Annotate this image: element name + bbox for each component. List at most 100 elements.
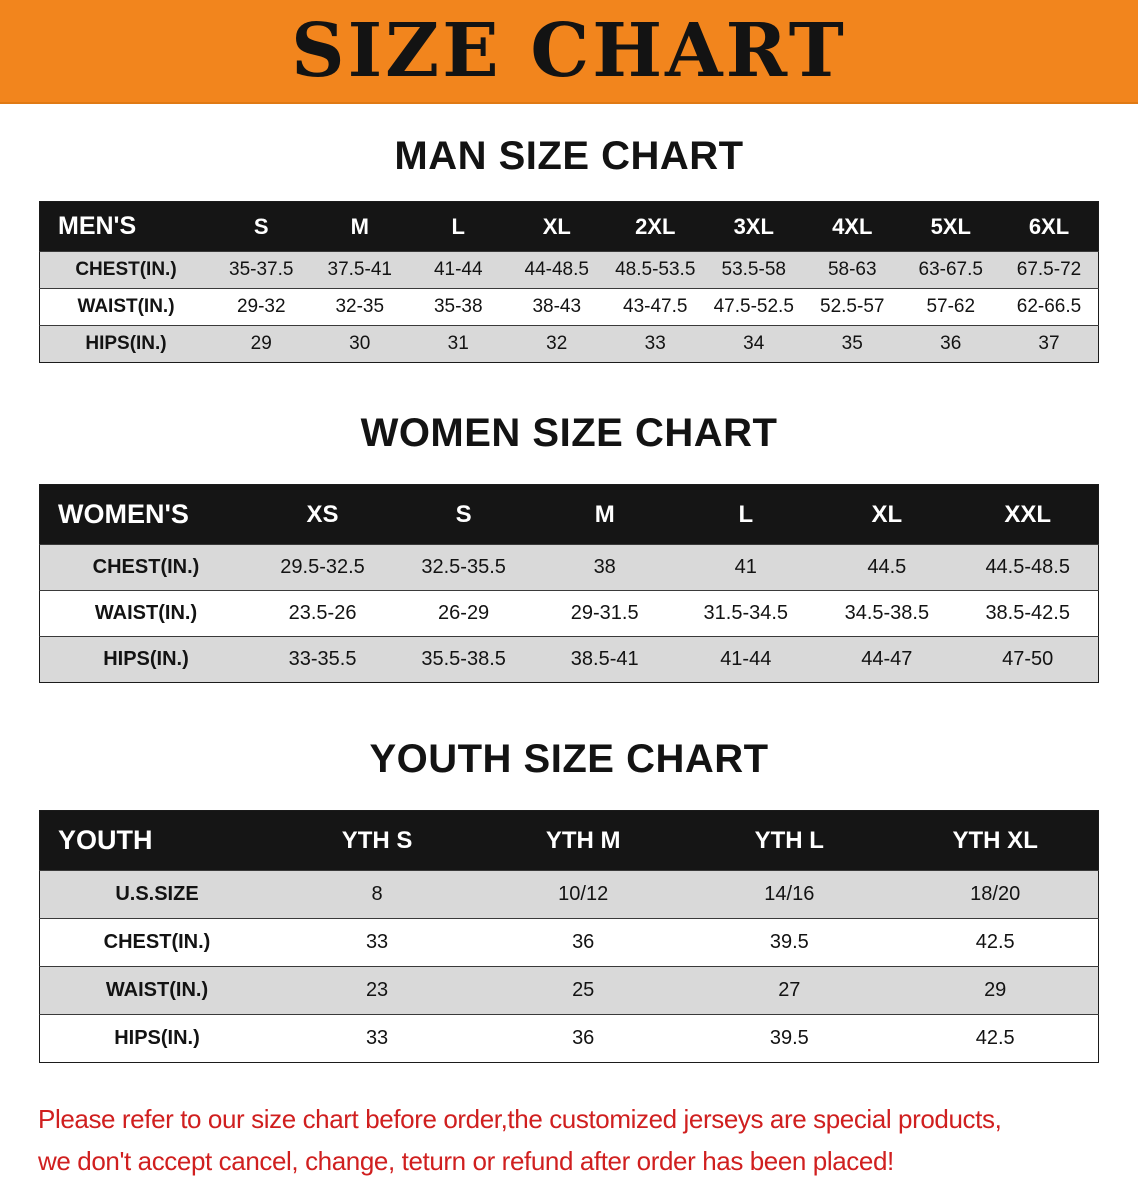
size-value-cell: 44.5-48.5 (985, 556, 1070, 578)
size-value-cell: 32.5-35.5 (421, 556, 506, 578)
size-value-cell: 32-35 (335, 296, 385, 317)
size-column-header: YTH L (686, 810, 893, 871)
size-value-cell: 18/20 (970, 883, 1021, 905)
size-value-cell: 53.5-58 (721, 259, 786, 280)
row-label: HIPS(IN.) (114, 1027, 200, 1049)
table-header-row: WOMEN'S XS S M L XL XXL (39, 484, 1099, 545)
size-column-header: YTH XL (892, 810, 1099, 871)
size-value-cell: 42.5 (975, 931, 1015, 953)
size-value-cell: 25 (572, 979, 595, 1001)
size-column-header: 5XL (901, 201, 1000, 252)
size-value-cell: 58-63 (827, 259, 877, 280)
table-row: CHEST(IN.) 29.5-32.5 32.5-35.5 38 41 44.5 44.5… (39, 544, 1099, 591)
size-value-cell: 42.5 (975, 1027, 1015, 1049)
size-value-cell: 36 (572, 1027, 595, 1049)
youth-size-table: YOUTH YTH S YTH M YTH L YTH XL U.S.SIZE 8 10/12… (39, 810, 1099, 1063)
size-column-header: L (675, 484, 817, 545)
size-column-header: L (409, 201, 508, 252)
size-column-header: S (212, 201, 311, 252)
row-label: WAIST(IN.) (105, 979, 209, 1001)
size-value-cell: 63-67.5 (918, 259, 983, 280)
footer-notice: Please refer to our size chart before or… (38, 1099, 1100, 1182)
table-header-row: YOUTH YTH S YTH M YTH L YTH XL (39, 810, 1099, 871)
size-column-header: YTH S (274, 810, 481, 871)
size-value-cell: 52.5-57 (820, 296, 885, 317)
size-value-cell: 14/16 (764, 883, 815, 905)
size-value-cell: 36 (940, 333, 962, 354)
size-value-cell: 27 (778, 979, 801, 1001)
size-value-cell: 44-48.5 (524, 259, 589, 280)
men-size-table: MEN'S S M L XL 2XL 3XL 4XL 5XL 6XL CHEST(IN.) 35-37… (39, 201, 1099, 363)
size-column-header: M (310, 201, 409, 252)
size-value-cell: 31.5-34.5 (703, 602, 789, 624)
size-charts: MAN SIZE CHART MEN'S S M L XL 2XL 3XL 4XL 5XL 6XL… (0, 134, 1138, 1063)
row-label: HIPS(IN.) (103, 648, 189, 670)
row-label: WAIST(IN.) (77, 296, 175, 317)
size-value-cell: 41-44 (720, 648, 772, 670)
page-title: SIZE CHART (291, 8, 847, 94)
size-column-header: 6XL (1000, 201, 1099, 252)
size-column-header: 4XL (803, 201, 902, 252)
size-value-cell: 34 (743, 333, 765, 354)
notice-line-2: we don't accept cancel, change, teturn o… (38, 1145, 894, 1176)
size-value-cell: 67.5-72 (1016, 259, 1082, 280)
size-value-cell: 29 (984, 979, 1007, 1001)
men-size-chart-heading: MAN SIZE CHART (394, 134, 744, 178)
size-value-cell: 30 (349, 333, 371, 354)
table-row: HIPS(IN.) 33 36 39.5 42.5 (39, 1014, 1099, 1063)
size-value-cell: 62-66.5 (1016, 296, 1082, 317)
table-row: HIPS(IN.) 33-35.5 35.5-38.5 38.5-41 41-44 44-… (39, 636, 1099, 683)
table-row: HIPS(IN.) 29 30 31 32 33 34 35 36 37 (39, 325, 1099, 363)
size-value-cell: 47-50 (1002, 648, 1054, 670)
size-value-cell: 33 (365, 1027, 389, 1049)
size-value-cell: 38.5-42.5 (985, 602, 1070, 624)
size-column-header: XL (507, 201, 606, 252)
size-value-cell: 36 (572, 931, 595, 953)
size-column-header: M (534, 484, 676, 545)
men-section: MAN SIZE CHART MEN'S S M L XL 2XL 3XL 4XL 5XL 6XL… (0, 134, 1138, 363)
table-row: U.S.SIZE 8 10/12 14/16 18/20 (39, 870, 1099, 919)
size-value-cell: 39.5 (769, 931, 809, 953)
size-value-cell: 33 (644, 333, 666, 354)
size-value-cell: 47.5-52.5 (713, 296, 794, 317)
size-value-cell: 43-47.5 (623, 296, 688, 317)
size-column-header: XXL (957, 484, 1099, 545)
size-value-cell: 33-35.5 (288, 648, 357, 670)
size-value-cell: 57-62 (926, 296, 976, 317)
size-value-cell: 37 (1038, 333, 1060, 354)
size-value-cell: 8 (371, 883, 383, 905)
size-value-cell: 48.5-53.5 (615, 259, 696, 280)
size-value-cell: 35.5-38.5 (421, 648, 506, 670)
size-value-cell: 29-32 (236, 296, 286, 317)
notice-line-1: Please refer to our size chart before or… (38, 1104, 1002, 1134)
table-row: WAIST(IN.) 23.5-26 26-29 29-31.5 31.5-34.5 34… (39, 590, 1099, 637)
table-header-row: MEN'S S M L XL 2XL 3XL 4XL 5XL 6XL (39, 201, 1099, 252)
table-row: CHEST(IN.) 35-37.5 37.5-41 41-44 44-48.5 48.5… (39, 251, 1099, 289)
size-value-cell: 26-29 (438, 602, 490, 624)
women-size-table: WOMEN'S XS S M L XL XXL CHEST(IN.) 29.5-32.5 32.5… (39, 484, 1099, 683)
size-value-cell: 29-31.5 (570, 602, 639, 624)
table-row: CHEST(IN.) 33 36 39.5 42.5 (39, 918, 1099, 967)
size-value-cell: 32 (546, 333, 568, 354)
size-column-header: 3XL (704, 201, 803, 252)
row-label: CHEST(IN.) (75, 259, 177, 280)
size-value-cell: 39.5 (769, 1027, 809, 1049)
table-row: WAIST(IN.) 29-32 32-35 35-38 38-43 43-47.5 47.… (39, 288, 1099, 326)
row-label: WAIST(IN.) (94, 602, 198, 624)
size-value-cell: 29 (250, 333, 272, 354)
size-value-cell: 41 (734, 556, 757, 578)
size-value-cell: 34.5-38.5 (844, 602, 930, 624)
table-row: WAIST(IN.) 23 25 27 29 (39, 966, 1099, 1015)
row-label: CHEST(IN.) (103, 931, 211, 953)
size-value-cell: 10/12 (558, 883, 609, 905)
women-size-chart-heading: WOMEN SIZE CHART (360, 411, 778, 455)
row-label: HIPS(IN.) (85, 333, 167, 354)
size-value-cell: 38 (593, 556, 616, 578)
size-column-header: S (393, 484, 535, 545)
table-corner-header: WOMEN'S (39, 484, 252, 545)
size-value-cell: 29.5-32.5 (280, 556, 365, 578)
banner: SIZE CHART (0, 0, 1138, 104)
size-column-header: XL (816, 484, 958, 545)
size-value-cell: 44.5 (867, 556, 907, 578)
size-value-cell: 33 (365, 931, 389, 953)
